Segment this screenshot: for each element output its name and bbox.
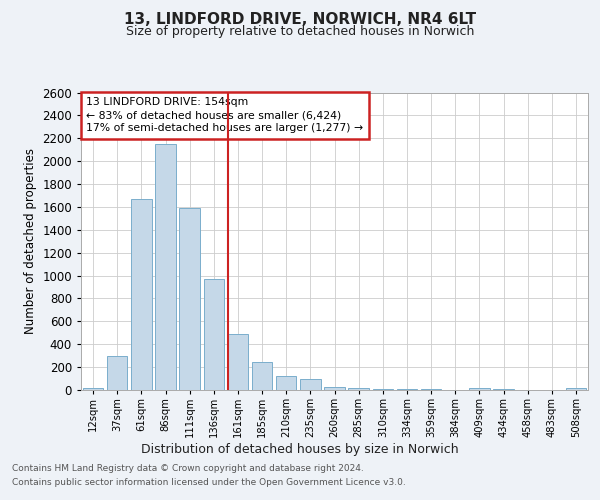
- Bar: [131, 199, 152, 390]
- Bar: [397, 389, 417, 390]
- Text: 13 LINDFORD DRIVE: 154sqm
← 83% of detached houses are smaller (6,424)
17% of se: 13 LINDFORD DRIVE: 154sqm ← 83% of detac…: [86, 97, 363, 134]
- Bar: [179, 208, 200, 390]
- Bar: [566, 388, 586, 390]
- Text: 13, LINDFORD DRIVE, NORWICH, NR4 6LT: 13, LINDFORD DRIVE, NORWICH, NR4 6LT: [124, 12, 476, 28]
- Text: Size of property relative to detached houses in Norwich: Size of property relative to detached ho…: [126, 25, 474, 38]
- Bar: [155, 144, 176, 390]
- Text: Contains HM Land Registry data © Crown copyright and database right 2024.: Contains HM Land Registry data © Crown c…: [12, 464, 364, 473]
- Bar: [227, 334, 248, 390]
- Bar: [203, 279, 224, 390]
- Text: Distribution of detached houses by size in Norwich: Distribution of detached houses by size …: [141, 442, 459, 456]
- Bar: [373, 388, 393, 390]
- Bar: [300, 379, 320, 390]
- Y-axis label: Number of detached properties: Number of detached properties: [23, 148, 37, 334]
- Bar: [276, 376, 296, 390]
- Bar: [252, 362, 272, 390]
- Bar: [107, 356, 127, 390]
- Text: Contains public sector information licensed under the Open Government Licence v3: Contains public sector information licen…: [12, 478, 406, 487]
- Bar: [83, 388, 103, 390]
- Bar: [349, 388, 369, 390]
- Bar: [324, 386, 345, 390]
- Bar: [469, 388, 490, 390]
